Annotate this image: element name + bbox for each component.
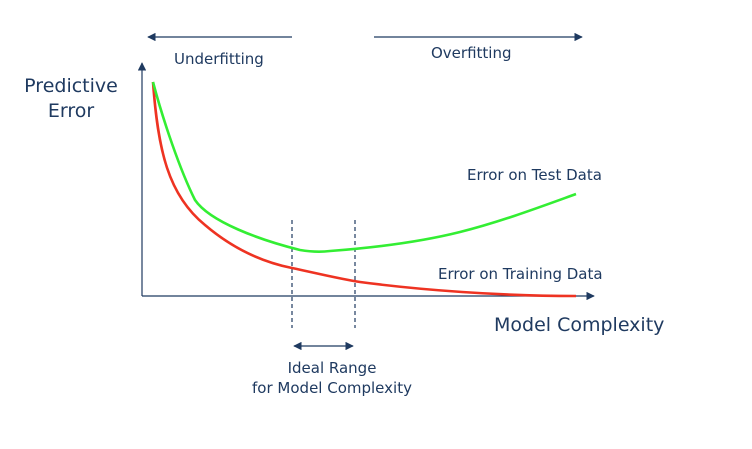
ideal-range-label-line1: Ideal Range [287, 359, 377, 377]
test-error-curve [151, 81, 577, 253]
training-curve-label: Error on Training Data [438, 265, 603, 283]
y-axis-label: Predictive Error [14, 74, 128, 124]
y-axis-label-line2: Error [47, 100, 95, 122]
overfitting-label: Overfitting [431, 44, 512, 62]
ideal-range-label: Ideal Range for Model Complexity [232, 358, 432, 398]
y-axis-label-line1: Predictive [24, 75, 118, 97]
x-axis-label: Model Complexity [494, 314, 665, 336]
underfitting-label: Underfitting [174, 50, 264, 68]
training-error-curve [151, 81, 577, 298]
test-curve-label: Error on Test Data [467, 166, 602, 184]
ideal-range-label-line2: for Model Complexity [252, 379, 412, 397]
